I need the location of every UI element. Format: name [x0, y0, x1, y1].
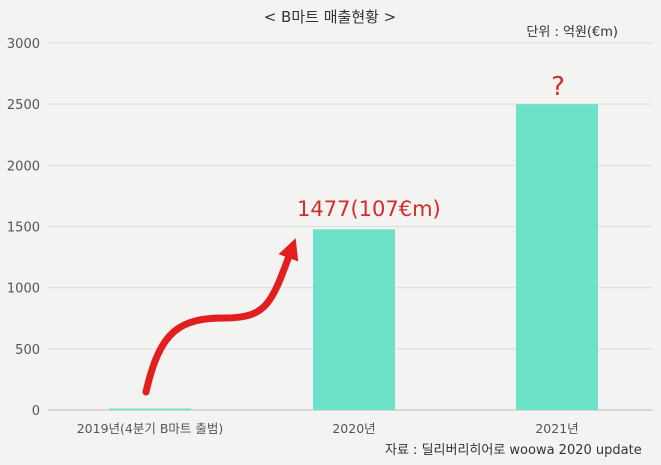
y-tick-label: 2000 — [7, 159, 40, 174]
unit-label: 단위 : 억원(€m) — [526, 25, 618, 40]
chart-title: < B마트 매출현황 > — [264, 8, 397, 26]
x-axis-categories: 2019년(4분기 B마트 출범) 2020년 2021년 — [77, 421, 579, 436]
y-tick-label: 1500 — [7, 221, 40, 236]
bars — [109, 104, 598, 411]
y-tick-label: 0 — [32, 404, 40, 419]
x-category-label: 2020년 — [332, 421, 375, 436]
y-tick-label: 500 — [15, 343, 40, 358]
y-tick-label: 2500 — [7, 98, 40, 113]
x-category-label: 2021년 — [535, 421, 578, 436]
x-category-label: 2019년(4분기 B마트 출범) — [77, 421, 224, 436]
annotation-2021: ? — [551, 72, 565, 102]
y-axis-ticks: 0 500 1000 1500 2000 2500 3000 — [7, 37, 40, 419]
y-tick-label: 3000 — [7, 37, 40, 52]
bar-3 — [516, 104, 598, 411]
bar-1 — [109, 408, 191, 410]
bar-2 — [313, 229, 395, 410]
y-tick-label: 1000 — [7, 282, 40, 297]
annotation-2020: 1477(107€m) — [297, 197, 441, 221]
growth-arrow — [142, 238, 299, 396]
source-note: 자료 : 딜리버리히어로 woowa 2020 update — [385, 443, 642, 458]
